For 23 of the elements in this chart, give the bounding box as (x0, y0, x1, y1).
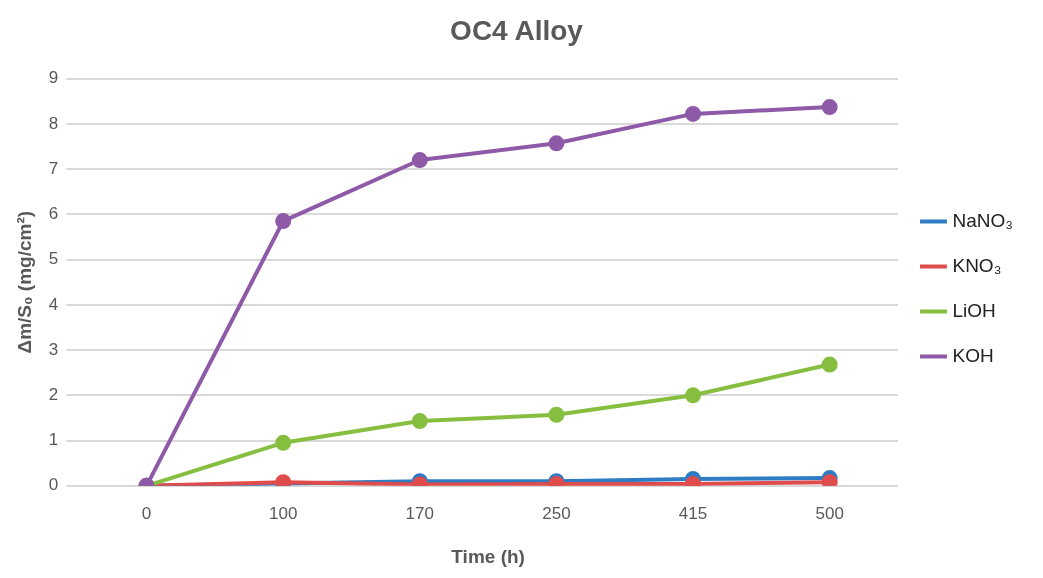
x-tick-label: 415 (678, 503, 708, 523)
y-tick-label: 6 (48, 204, 59, 224)
x-tick-label: 170 (405, 503, 434, 523)
legend-label: KNO₃ (952, 254, 1002, 276)
x-tick-label: 0 (141, 503, 152, 523)
y-tick-label: 7 (48, 158, 59, 178)
legend-label: KOH (952, 344, 994, 366)
x-tick-label: 500 (815, 503, 844, 523)
y-tick-label: 2 (48, 385, 59, 404)
y-axis-title: Δm/S₀ (mg/cm²) (13, 210, 35, 354)
y-tick-label: 9 (48, 68, 59, 88)
x-tick-label: 100 (269, 503, 298, 523)
y-tick-label: 4 (48, 294, 59, 314)
y-tick-label: 5 (48, 249, 59, 269)
chart-title: OC4 Alloy (450, 14, 584, 46)
x-tick-label: 250 (542, 503, 571, 523)
legend-label: NaNO₃ (952, 209, 1014, 231)
x-axis-title: Time (h) (451, 545, 525, 567)
y-tick-label: 3 (48, 339, 59, 359)
y-tick-label: 0 (48, 475, 59, 495)
legend-label: LiOH (952, 299, 996, 321)
y-tick-label: 1 (48, 430, 59, 450)
y-tick-label: 8 (48, 113, 59, 133)
